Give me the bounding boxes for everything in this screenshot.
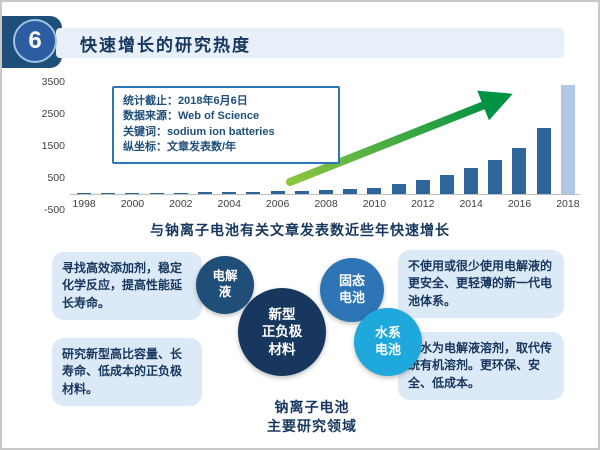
bar-slot — [266, 82, 290, 194]
bar-slot — [556, 82, 580, 194]
bar-2006 — [270, 191, 285, 194]
bar-slot — [532, 82, 556, 194]
bar-slot — [217, 82, 241, 194]
chart-bars — [72, 82, 580, 210]
bar-2009 — [343, 189, 358, 194]
x-tick-label: 2006 — [265, 198, 290, 210]
chart-x-axis: 1998 2000 2002 2004 2006 2008 2010 2012 2014 2016… — [72, 198, 580, 212]
stats-line: 关键词：sodium ion batteries — [123, 125, 275, 138]
callout-electrode-materials: 研究新型高比容量、长寿命、低成本的正负极材料。 — [52, 338, 202, 407]
chart-y-axis: 3500 2500 1500 500 -500 — [32, 76, 68, 216]
bar-slot — [169, 82, 193, 194]
bar-2012 — [415, 180, 430, 194]
stats-line: 数据来源：Web of Science — [123, 110, 260, 123]
bar-slot — [483, 82, 507, 194]
diagram-title-line2: 主要研究领域 — [267, 417, 357, 434]
bar-slot — [411, 82, 435, 194]
growth-arrow-icon — [286, 90, 513, 186]
x-tick-label: 2000 — [120, 198, 145, 210]
x-tick-label: 2010 — [362, 198, 387, 210]
bar-slot — [72, 82, 96, 194]
bar-slot — [314, 82, 338, 194]
bar-2002 — [173, 192, 188, 194]
bar-slot — [459, 82, 483, 194]
callout-solid-state: 不使用或很少使用电解液的更安全、更轻薄的新一代电池体系。 — [398, 250, 564, 319]
diagram-title: 钠离子电池 主要研究领域 — [247, 398, 377, 436]
y-tick-label: -500 — [43, 204, 65, 216]
slide-number-badge: 6 — [13, 19, 57, 63]
bubble-electrolyte: 电解 液 — [196, 256, 254, 314]
bar-slot — [120, 82, 144, 194]
bar-2011 — [391, 184, 406, 194]
header-banner: 快速增长的研究热度 — [56, 28, 564, 58]
bar-slot — [145, 82, 169, 194]
bar-2010 — [367, 187, 382, 194]
bar-2016 — [512, 147, 527, 194]
chart-baseline — [70, 194, 580, 195]
bar-slot — [96, 82, 120, 194]
bar-2008 — [318, 190, 333, 194]
x-tick-label: 2012 — [411, 198, 435, 210]
diagram-title-line1: 钠离子电池 — [274, 399, 350, 415]
callout-electrolyte: 寻找高效添加剂，稳定化学反应，提高性能延长寿命。 — [52, 252, 202, 321]
bar-2018 — [560, 85, 575, 194]
chart-stats-box: 统计截止：2018年6月6日 数据来源：Web of Science 关键词：s… — [112, 86, 340, 164]
x-tick-label: 2016 — [507, 198, 532, 210]
bar-slot — [241, 82, 265, 194]
bar-2000 — [125, 192, 140, 194]
bar-slot — [338, 82, 362, 194]
callout-aqueous: 以水为电解液溶剂，取代传统有机溶剂。更环保、安全、低成本。 — [398, 332, 564, 401]
bar-2015 — [488, 160, 503, 194]
stats-line: 统计截止：2018年6月6日 — [123, 95, 248, 107]
bubble-aqueous-battery: 水系 电池 — [354, 308, 422, 376]
bar-1998 — [77, 192, 92, 194]
bar-2014 — [464, 168, 479, 194]
stats-line: 纵坐标：文章发表数/年 — [123, 141, 237, 154]
y-tick-label: 1500 — [41, 140, 65, 152]
bar-1999 — [101, 192, 116, 194]
bar-2003 — [198, 192, 213, 194]
page-title: 快速增长的研究热度 — [80, 35, 251, 55]
y-tick-label: 2500 — [41, 108, 65, 120]
bar-slot — [290, 82, 314, 194]
bar-slot — [435, 82, 459, 194]
x-tick-label: 2008 — [314, 198, 338, 210]
bar-slot — [362, 82, 386, 194]
bar-2013 — [439, 174, 454, 194]
x-tick-label: 2002 — [169, 198, 193, 210]
bar-2007 — [294, 190, 309, 194]
y-tick-label: 500 — [47, 172, 65, 184]
chart-caption: 与钠离子电池有关文章发表数近些年快速增长 — [150, 222, 450, 238]
bar-2017 — [536, 128, 551, 194]
x-tick-label: 2004 — [217, 198, 241, 210]
bar-slot — [193, 82, 217, 194]
x-tick-label: 2014 — [459, 198, 483, 210]
bar-slot — [507, 82, 531, 194]
bubble-electrode-materials: 新型 正负极 材料 — [238, 288, 326, 376]
bar-chart: 3500 2500 1500 500 -500 1998 2000 2002 2004 2006… — [32, 76, 580, 222]
x-tick-label: 2018 — [556, 198, 580, 210]
y-tick-label: 3500 — [41, 76, 65, 88]
bar-2004 — [222, 192, 237, 194]
bar-2001 — [149, 192, 164, 194]
bar-slot — [386, 82, 410, 194]
bar-2005 — [246, 191, 261, 194]
x-tick-label: 1998 — [72, 198, 96, 210]
